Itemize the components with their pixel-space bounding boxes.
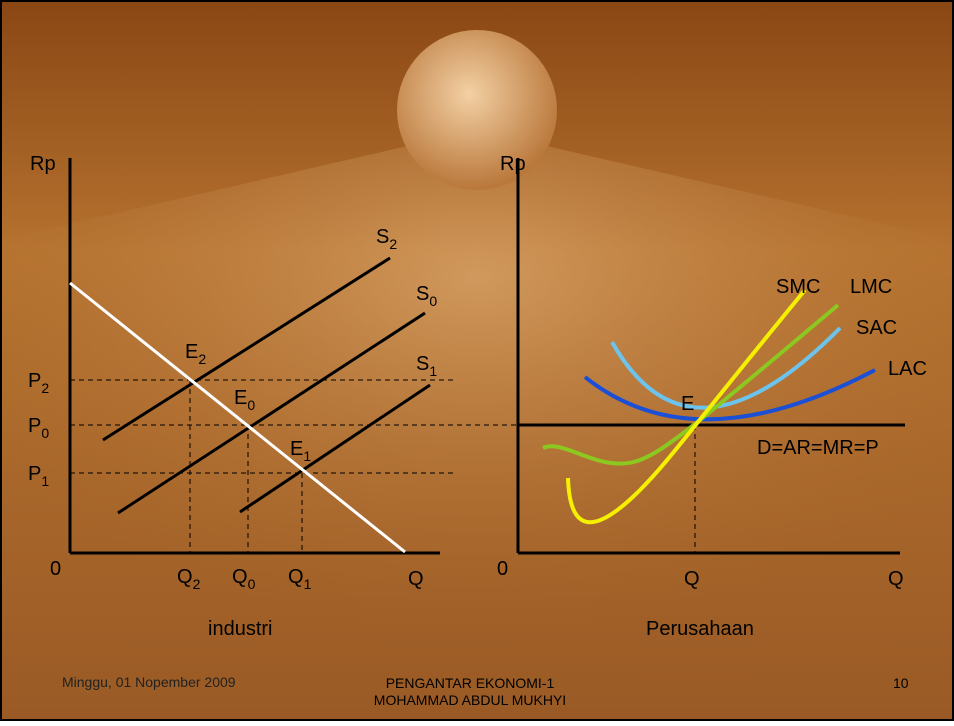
supply-label: S1 <box>416 353 437 379</box>
page-number: 10 <box>893 675 909 691</box>
curve-label: LMC <box>850 276 892 298</box>
price-label: P2 <box>28 370 49 396</box>
equilibrium-label: E <box>681 393 694 415</box>
caption: industri <box>208 618 272 640</box>
cost-curves <box>542 288 876 525</box>
right-axes <box>516 158 905 555</box>
x-axis-label: Q <box>888 568 904 590</box>
origin: 0 <box>50 558 61 580</box>
footer-date: Minggu, 01 Nopember 2009 <box>62 674 236 690</box>
equilibrium-label: E0 <box>234 387 255 413</box>
left-axes <box>68 158 440 555</box>
x-axis-label: Q <box>408 568 424 590</box>
supply-curves <box>102 256 431 515</box>
quantity-label: Q <box>684 568 700 590</box>
price-label: P0 <box>28 415 49 441</box>
equilibrium-label: E2 <box>185 341 206 367</box>
quantity-label: Q2 <box>177 566 201 592</box>
curve-label: SAC <box>856 317 897 339</box>
footer-date-box: Minggu, 01 Nopember 2009 <box>62 674 236 690</box>
quantity-label: Q1 <box>288 566 312 592</box>
demand-label: D=AR=MR=P <box>757 437 879 459</box>
y-axis-label: Rp <box>30 153 56 175</box>
curve-label: LAC <box>888 358 927 380</box>
guides <box>70 379 696 553</box>
price-label: P1 <box>28 463 49 489</box>
caption: Perusahaan <box>646 618 754 640</box>
demand-curve <box>69 281 406 554</box>
y-axis-label: Rp <box>500 153 526 175</box>
curve-label: SMC <box>776 276 820 298</box>
supply-label: S0 <box>416 283 437 309</box>
sun <box>397 30 557 190</box>
quantity-label: Q0 <box>232 566 256 592</box>
equilibrium-label: E1 <box>290 438 311 464</box>
supply-label: S2 <box>376 226 397 252</box>
origin: 0 <box>497 558 508 580</box>
footer-title: PENGANTAR EKONOMI-1 <box>386 675 555 691</box>
footer-author: MOHAMMAD ABDUL MUKHYI <box>374 692 566 708</box>
